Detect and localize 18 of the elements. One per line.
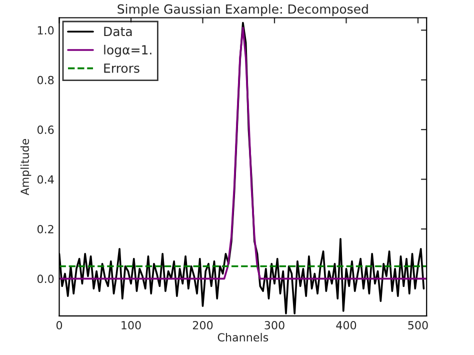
x-tick-label: 400 — [336, 321, 356, 330]
legend-label: logα=1. — [104, 44, 152, 57]
x-tick-label: 200 — [192, 321, 213, 330]
y-tick-label: 1.0 — [38, 26, 54, 35]
x-axis-title: Channels — [218, 332, 268, 342]
legend-label: Data — [104, 26, 132, 36]
y-tick-label: 0.0 — [37, 274, 54, 284]
legend-label: Errors — [104, 64, 140, 73]
y-tick-label: 0.8 — [37, 76, 54, 84]
y-tick-label: 0.4 — [37, 175, 54, 184]
x-tick-label: 500 — [408, 321, 428, 330]
x-tick-label: 300 — [264, 321, 284, 330]
x-tick-label: 0 — [56, 321, 62, 330]
y-tick-label: 0.2 — [37, 224, 54, 234]
x-tick-label: 100 — [122, 321, 141, 330]
y-tick-label: 0.6 — [37, 126, 54, 134]
y-axis-title: Amplitude — [20, 138, 32, 196]
chart-title: Simple Gaussian Example: Decomposed — [118, 4, 368, 16]
